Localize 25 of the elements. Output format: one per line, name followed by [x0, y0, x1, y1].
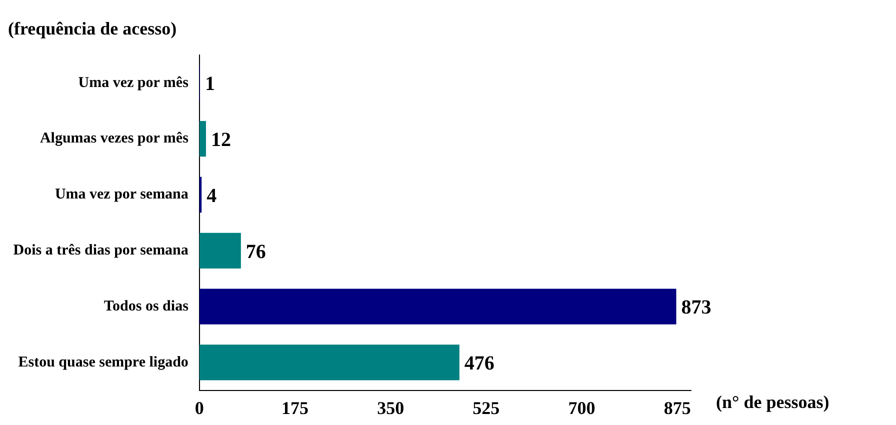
- y-tick-label: Estou quase sempre ligado: [18, 354, 188, 370]
- y-axis-title: (frequência de acesso): [8, 18, 177, 39]
- bar: [199, 121, 206, 157]
- x-tick-label: 700: [568, 398, 596, 418]
- data-label: 873: [681, 296, 712, 319]
- y-tick-label: Algumas vezes por mês: [40, 130, 189, 147]
- x-tick-label: 0: [194, 398, 204, 418]
- y-tick-label: Uma vez por semana: [54, 186, 189, 203]
- bar: [199, 344, 460, 380]
- data-label: 12: [210, 129, 231, 152]
- x-tick-label: 875: [664, 398, 691, 418]
- y-tick-label: Dois a três dias por semana: [13, 242, 189, 259]
- x-tick-label: 525: [472, 398, 500, 418]
- bar: [199, 232, 241, 268]
- x-tick-label: 175: [282, 398, 308, 418]
- data-label: 1: [204, 73, 215, 96]
- y-tick-label: Todos os dias: [104, 298, 189, 314]
- y-tick-label: Uma vez por mês: [78, 74, 189, 91]
- bar: [199, 176, 202, 213]
- data-label: 476: [464, 352, 494, 375]
- data-label: 4: [206, 184, 217, 207]
- x-tick-label: 350: [377, 398, 404, 418]
- bar: [199, 288, 676, 324]
- x-axis-title: (n° de pessoas): [716, 392, 830, 412]
- data-label: 76: [246, 240, 266, 263]
